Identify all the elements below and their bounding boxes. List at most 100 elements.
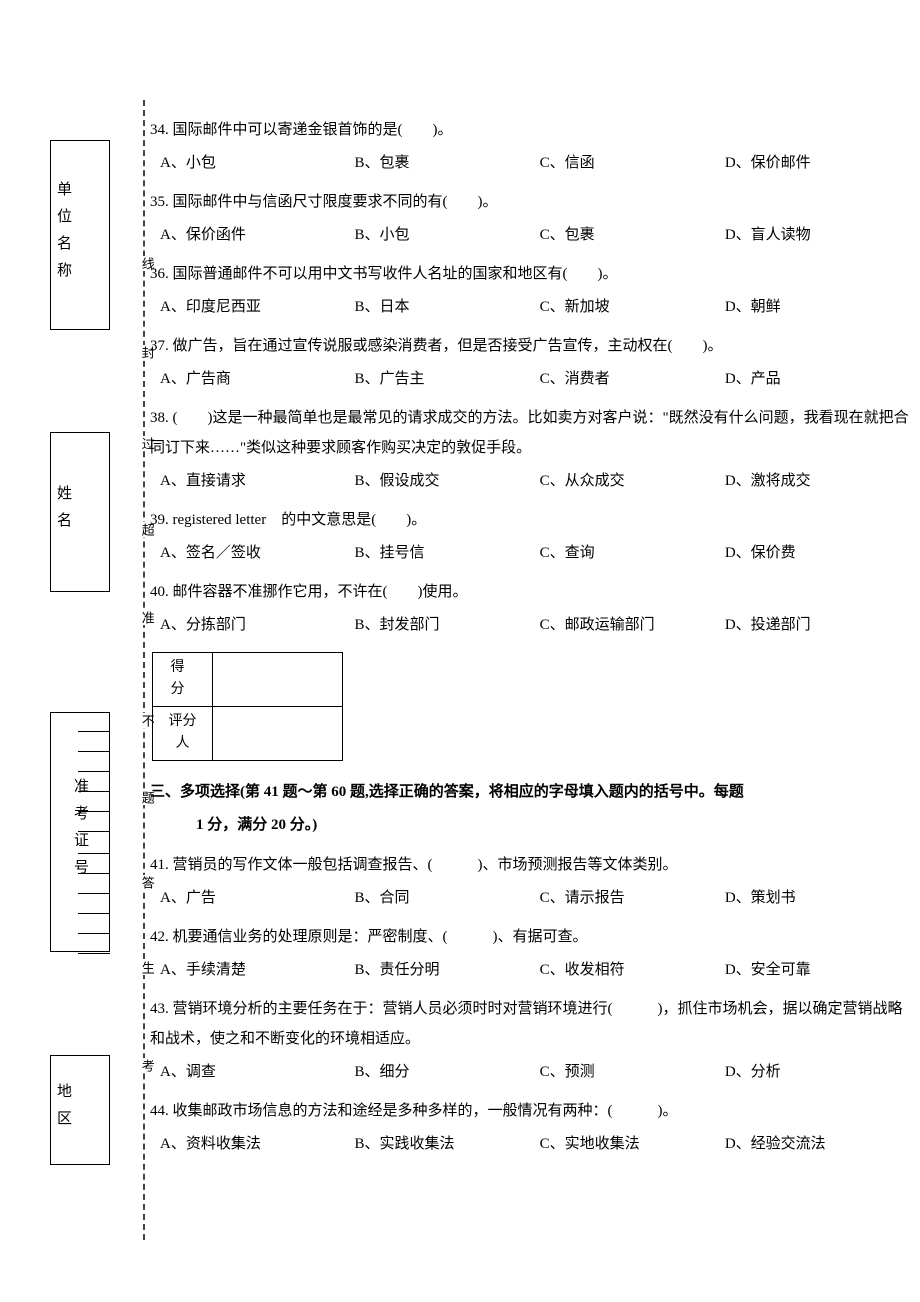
score-label: 得分 — [153, 653, 213, 707]
question-text: 42. 机要通信业务的处理原则是：严密制度、( )、有据可查。 — [150, 922, 910, 952]
option-c: C、预测 — [540, 1060, 725, 1084]
options-row: A、广告 B、合同 C、请示报告 D、策划书 — [150, 886, 910, 910]
options-row: A、直接请求 B、假设成交 C、从众成交 D、激将成交 — [150, 469, 910, 493]
question-text: 39. registered letter 的中文意思是( )。 — [150, 505, 910, 535]
option-b: B、广告主 — [354, 367, 539, 391]
question-37: 37. 做广告，旨在通过宣传说服或感染消费者，但是否接受广告宣传，主动权在( )… — [140, 331, 910, 391]
content-area: 34. 国际邮件中可以寄递金银首饰的是( )。 A、小包 B、包裹 C、信函 D… — [140, 115, 910, 1168]
tick-cell — [78, 772, 110, 792]
exam-ticks-bottom — [78, 834, 110, 954]
option-a: A、保价函件 — [160, 223, 354, 247]
option-d: D、盲人读物 — [725, 223, 910, 247]
option-a: A、小包 — [160, 151, 354, 175]
options-row: A、手续清楚 B、责任分明 C、收发相符 D、安全可靠 — [150, 958, 910, 982]
tick-cell — [78, 874, 110, 894]
option-d: D、安全可靠 — [725, 958, 910, 982]
question-35: 35. 国际邮件中与信函尺寸限度要求不同的有( )。 A、保价函件 B、小包 C… — [140, 187, 910, 247]
option-b: B、包裹 — [354, 151, 539, 175]
option-a: A、广告商 — [160, 367, 354, 391]
question-text: 37. 做广告，旨在通过宣传说服或感染消费者，但是否接受广告宣传，主动权在( )… — [150, 331, 910, 361]
options-row: A、资料收集法 B、实践收集法 C、实地收集法 D、经验交流法 — [150, 1132, 910, 1156]
question-36: 36. 国际普通邮件不可以用中文书写收件人名址的国家和地区有( )。 A、印度尼… — [140, 259, 910, 319]
side-label-unit: 单位名称 — [50, 140, 110, 330]
option-d: D、保价费 — [725, 541, 910, 565]
options-row: A、印度尼西亚 B、日本 C、新加坡 D、朝鲜 — [150, 295, 910, 319]
option-b: B、日本 — [354, 295, 539, 319]
option-d: D、保价邮件 — [725, 151, 910, 175]
option-d: D、分析 — [725, 1060, 910, 1084]
side-label-region: 地区 — [50, 1055, 110, 1165]
option-c: C、请示报告 — [540, 886, 725, 910]
option-c: C、新加坡 — [540, 295, 725, 319]
option-a: A、资料收集法 — [160, 1132, 354, 1156]
tick-cell — [78, 792, 110, 812]
question-38: 38. ( )这是一种最简单也是最常见的请求成交的方法。比如卖方对客户说："既然… — [140, 403, 910, 493]
option-c: C、实地收集法 — [540, 1132, 725, 1156]
question-44: 44. 收集邮政市场信息的方法和途经是多种多样的，一般情况有两种：( )。 A、… — [140, 1096, 910, 1156]
option-a: A、签名／签收 — [160, 541, 354, 565]
question-text: 43. 营销环境分析的主要任务在于：营销人员必须时时对营销环境进行( )，抓住市… — [150, 994, 910, 1054]
options-row: A、广告商 B、广告主 C、消费者 D、产品 — [150, 367, 910, 391]
section-header-line2: 1 分，满分 20 分。) — [150, 809, 910, 842]
score-table: 得分 评分人 — [152, 652, 343, 761]
side-label-region-text: 地区 — [51, 1083, 75, 1137]
question-text: 36. 国际普通邮件不可以用中文书写收件人名址的国家和地区有( )。 — [150, 259, 910, 289]
tick-cell — [78, 732, 110, 752]
question-text: 34. 国际邮件中可以寄递金银首饰的是( )。 — [150, 115, 910, 145]
option-b: B、假设成交 — [354, 469, 539, 493]
tick-cell — [78, 752, 110, 772]
tick-cell — [78, 934, 110, 954]
options-row: A、签名／签收 B、挂号信 C、查询 D、保价费 — [150, 541, 910, 565]
option-b: B、挂号信 — [354, 541, 539, 565]
question-text: 38. ( )这是一种最简单也是最常见的请求成交的方法。比如卖方对客户说："既然… — [150, 403, 910, 463]
score-value — [213, 653, 343, 707]
grader-value — [213, 706, 343, 760]
option-c: C、信函 — [540, 151, 725, 175]
option-a: A、广告 — [160, 886, 354, 910]
question-41: 41. 营销员的写作文体一般包括调查报告、( )、市场预测报告等文体类别。 A、… — [140, 850, 910, 910]
option-d: D、朝鲜 — [725, 295, 910, 319]
question-text: 40. 邮件容器不准挪作它用，不许在( )使用。 — [150, 577, 910, 607]
tick-cell — [78, 712, 110, 732]
option-d: D、策划书 — [725, 886, 910, 910]
option-a: A、调查 — [160, 1060, 354, 1084]
side-label-name: 姓名 — [50, 432, 110, 592]
question-text: 41. 营销员的写作文体一般包括调查报告、( )、市场预测报告等文体类别。 — [150, 850, 910, 880]
option-b: B、小包 — [354, 223, 539, 247]
option-b: B、合同 — [354, 886, 539, 910]
grader-label: 评分人 — [153, 706, 213, 760]
question-43: 43. 营销环境分析的主要任务在于：营销人员必须时时对营销环境进行( )，抓住市… — [140, 994, 910, 1084]
option-a: A、直接请求 — [160, 469, 354, 493]
option-d: D、产品 — [725, 367, 910, 391]
option-c: C、邮政运输部门 — [540, 613, 725, 637]
option-d: D、激将成交 — [725, 469, 910, 493]
side-label-name-text: 姓名 — [51, 485, 75, 539]
options-row: A、分拣部门 B、封发部门 C、邮政运输部门 D、投递部门 — [150, 613, 910, 637]
options-row: A、小包 B、包裹 C、信函 D、保价邮件 — [150, 151, 910, 175]
option-b: B、封发部门 — [354, 613, 539, 637]
option-b: B、实践收集法 — [354, 1132, 539, 1156]
options-row: A、调查 B、细分 C、预测 D、分析 — [150, 1060, 910, 1084]
tick-cell — [78, 854, 110, 874]
option-c: C、消费者 — [540, 367, 725, 391]
tick-cell — [78, 834, 110, 854]
option-a: A、印度尼西亚 — [160, 295, 354, 319]
option-c: C、收发相符 — [540, 958, 725, 982]
question-34: 34. 国际邮件中可以寄递金银首饰的是( )。 A、小包 B、包裹 C、信函 D… — [140, 115, 910, 175]
question-text: 35. 国际邮件中与信函尺寸限度要求不同的有( )。 — [150, 187, 910, 217]
side-label-unit-text: 单位名称 — [51, 181, 75, 289]
option-b: B、细分 — [354, 1060, 539, 1084]
question-text: 44. 收集邮政市场信息的方法和途经是多种多样的，一般情况有两种：( )。 — [150, 1096, 910, 1126]
grader-row: 评分人 — [153, 706, 343, 760]
score-row: 得分 — [153, 653, 343, 707]
tick-cell — [78, 914, 110, 934]
option-a: A、分拣部门 — [160, 613, 354, 637]
question-42: 42. 机要通信业务的处理原则是：严密制度、( )、有据可查。 A、手续清楚 B… — [140, 922, 910, 982]
options-row: A、保价函件 B、小包 C、包裹 D、盲人读物 — [150, 223, 910, 247]
option-d: D、经验交流法 — [725, 1132, 910, 1156]
option-b: B、责任分明 — [354, 958, 539, 982]
option-a: A、手续清楚 — [160, 958, 354, 982]
question-40: 40. 邮件容器不准挪作它用，不许在( )使用。 A、分拣部门 B、封发部门 C… — [140, 577, 910, 637]
section-header: 三、多项选择(第 41 题～第 60 题,选择正确的答案，将相应的字母填入题内的… — [140, 776, 910, 842]
option-d: D、投递部门 — [725, 613, 910, 637]
